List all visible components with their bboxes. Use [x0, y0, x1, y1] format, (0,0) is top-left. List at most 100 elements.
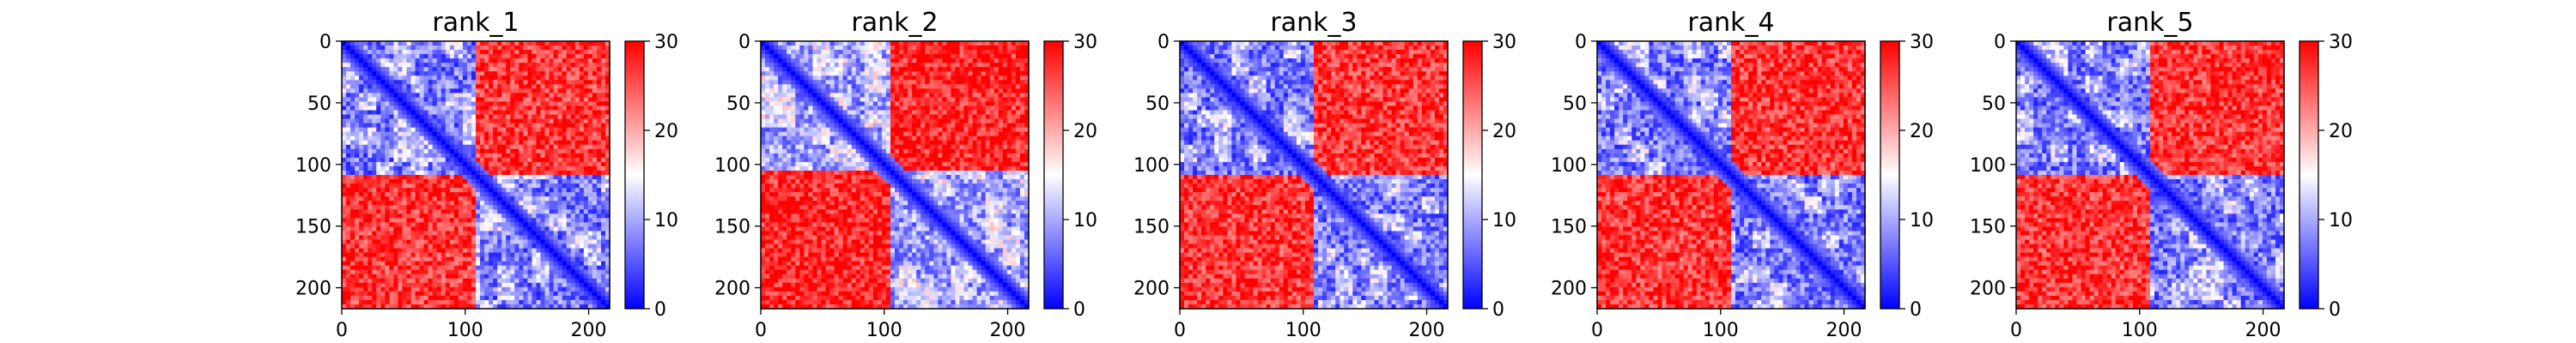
heatmap-cell [592, 261, 598, 267]
heatmap-cell [929, 105, 934, 111]
heatmap-cell [523, 45, 528, 51]
heatmap-cell [376, 54, 381, 59]
heatmap-cell [600, 196, 606, 202]
heatmap-cell [493, 135, 498, 141]
heatmap-cell [419, 295, 425, 301]
heatmap-cell [489, 41, 494, 46]
heatmap-cell [549, 101, 555, 107]
heatmap-cell [484, 244, 489, 250]
heatmap-cell [497, 88, 502, 93]
heatmap-cell [549, 50, 555, 55]
heatmap-cell [600, 235, 606, 241]
heatmap-cell [372, 282, 377, 288]
heatmap-cell [804, 105, 809, 111]
heatmap-cell [376, 45, 381, 51]
heatmap-cell [778, 93, 783, 99]
heatmap-cell [428, 218, 434, 223]
heatmap-cell [574, 45, 580, 51]
heatmap-cell [587, 222, 593, 227]
heatmap-cell [363, 161, 368, 167]
heatmap-cell [458, 140, 464, 146]
heatmap-cell [834, 114, 840, 120]
heatmap-cell [471, 286, 477, 292]
heatmap-cell [350, 231, 355, 237]
heatmap-cell [842, 63, 848, 68]
heatmap-cell [415, 209, 421, 214]
heatmap-cell [527, 295, 533, 301]
heatmap-cell [544, 299, 550, 305]
heatmap-cell [376, 218, 381, 223]
heatmap-cell [342, 165, 347, 172]
heatmap-cell [908, 71, 913, 76]
heatmap-cell [476, 295, 481, 301]
heatmap-cell [544, 291, 550, 297]
heatmap-cell [376, 278, 381, 284]
heatmap-cell [372, 261, 377, 267]
heatmap-cell [432, 127, 438, 133]
heatmap-cell [812, 101, 818, 107]
heatmap-cell [428, 170, 434, 176]
heatmap-cell [476, 179, 481, 184]
heatmap-cell [877, 71, 883, 76]
heatmap-cell [605, 291, 611, 297]
heatmap-cell [829, 105, 835, 111]
heatmap-cell [389, 205, 394, 210]
heatmap-cell [549, 105, 555, 111]
heatmap-cell [355, 205, 360, 210]
heatmap-cell [458, 175, 464, 180]
heatmap-cell [968, 58, 974, 63]
heatmap-cell [510, 282, 515, 288]
heatmap-cell [510, 118, 515, 124]
heatmap-cell [942, 105, 947, 111]
heatmap-cell [372, 118, 377, 124]
heatmap-cell [574, 265, 580, 271]
heatmap-cell [925, 63, 930, 68]
heatmap-cell [372, 252, 377, 258]
heatmap-cell [355, 58, 360, 63]
heatmap-cell [782, 101, 787, 107]
heatmap-cell [895, 58, 900, 63]
heatmap-cell [368, 148, 373, 154]
heatmap-cell [544, 127, 550, 133]
heatmap-cell [872, 67, 878, 72]
heatmap-cell [440, 235, 447, 241]
heatmap-cell [592, 222, 598, 227]
heatmap-cell [432, 261, 438, 267]
heatmap-cell [501, 80, 507, 85]
heatmap-cell [428, 71, 434, 76]
heatmap-cell [368, 248, 373, 254]
heatmap-cell [376, 244, 381, 250]
heatmap-cell [959, 114, 965, 120]
heatmap-cell [544, 165, 550, 172]
heatmap-cell [795, 105, 800, 111]
heatmap-cell [532, 261, 538, 267]
heatmap-cell [765, 80, 770, 85]
heatmap-cell [359, 218, 364, 223]
heatmap-cell [449, 256, 455, 262]
heatmap-cell [410, 165, 416, 172]
heatmap-cell [908, 75, 913, 81]
heatmap-cell [596, 175, 602, 180]
heatmap-cell [385, 252, 390, 258]
heatmap-cell [998, 41, 1004, 46]
heatmap-cell [419, 165, 425, 172]
heatmap-cell [445, 192, 451, 197]
heatmap-cell [419, 131, 425, 137]
heatmap-cell [410, 179, 416, 184]
heatmap-cell [440, 218, 447, 223]
heatmap-cell [501, 93, 507, 99]
heatmap-cell [476, 239, 481, 245]
heatmap-cell [436, 153, 442, 159]
heatmap-cell [1011, 41, 1017, 46]
heatmap-cell [453, 214, 459, 219]
heatmap-cell [476, 222, 481, 227]
heatmap-cell [829, 75, 835, 81]
heatmap-cell [596, 184, 602, 189]
heatmap-cell [506, 269, 511, 275]
heatmap-cell [415, 71, 421, 76]
heatmap-cell [355, 299, 360, 305]
heatmap-cell [557, 67, 563, 72]
heatmap-cell [791, 63, 796, 68]
heatmap-cell [600, 148, 606, 154]
heatmap-cell [432, 93, 438, 99]
